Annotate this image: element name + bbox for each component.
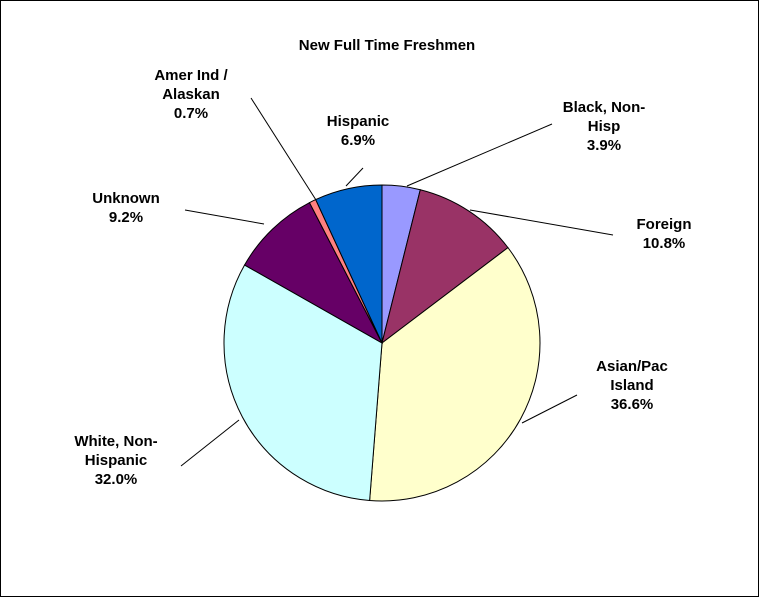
leader-line [406, 123, 553, 187]
leader-line [180, 419, 240, 467]
leader-line [250, 97, 317, 201]
data-labels: Black, Non-Hisp 3.9% Foreign 10.8% Asian/Pac… [74, 67, 691, 488]
data-label: Amer Ind / Alaskan 0.7% [154, 67, 228, 122]
pie-slice-white-non-hispanic [223, 264, 383, 502]
leader-line [521, 394, 578, 424]
data-label: Black, Non-Hisp 3.9% [563, 99, 646, 154]
leader-line [345, 167, 364, 187]
pie-slices [223, 184, 541, 502]
data-label: Asian/Pac Island 36.6% [596, 358, 668, 413]
data-label: Unknown 9.2% [92, 190, 160, 226]
chart-title: New Full Time Freshmen [299, 37, 475, 54]
pie-slice-unknown [243, 201, 384, 345]
leader-line [184, 209, 265, 225]
data-label: White, Non-Hispanic 32.0% [74, 433, 157, 488]
leader-line [469, 209, 614, 236]
leader-lines [180, 97, 614, 467]
pie-slice-foreign [381, 189, 509, 345]
pie-slice-asian-pac-island [369, 246, 541, 502]
data-label: Hispanic 6.9% [327, 113, 390, 149]
data-label: Foreign 10.8% [637, 216, 692, 252]
